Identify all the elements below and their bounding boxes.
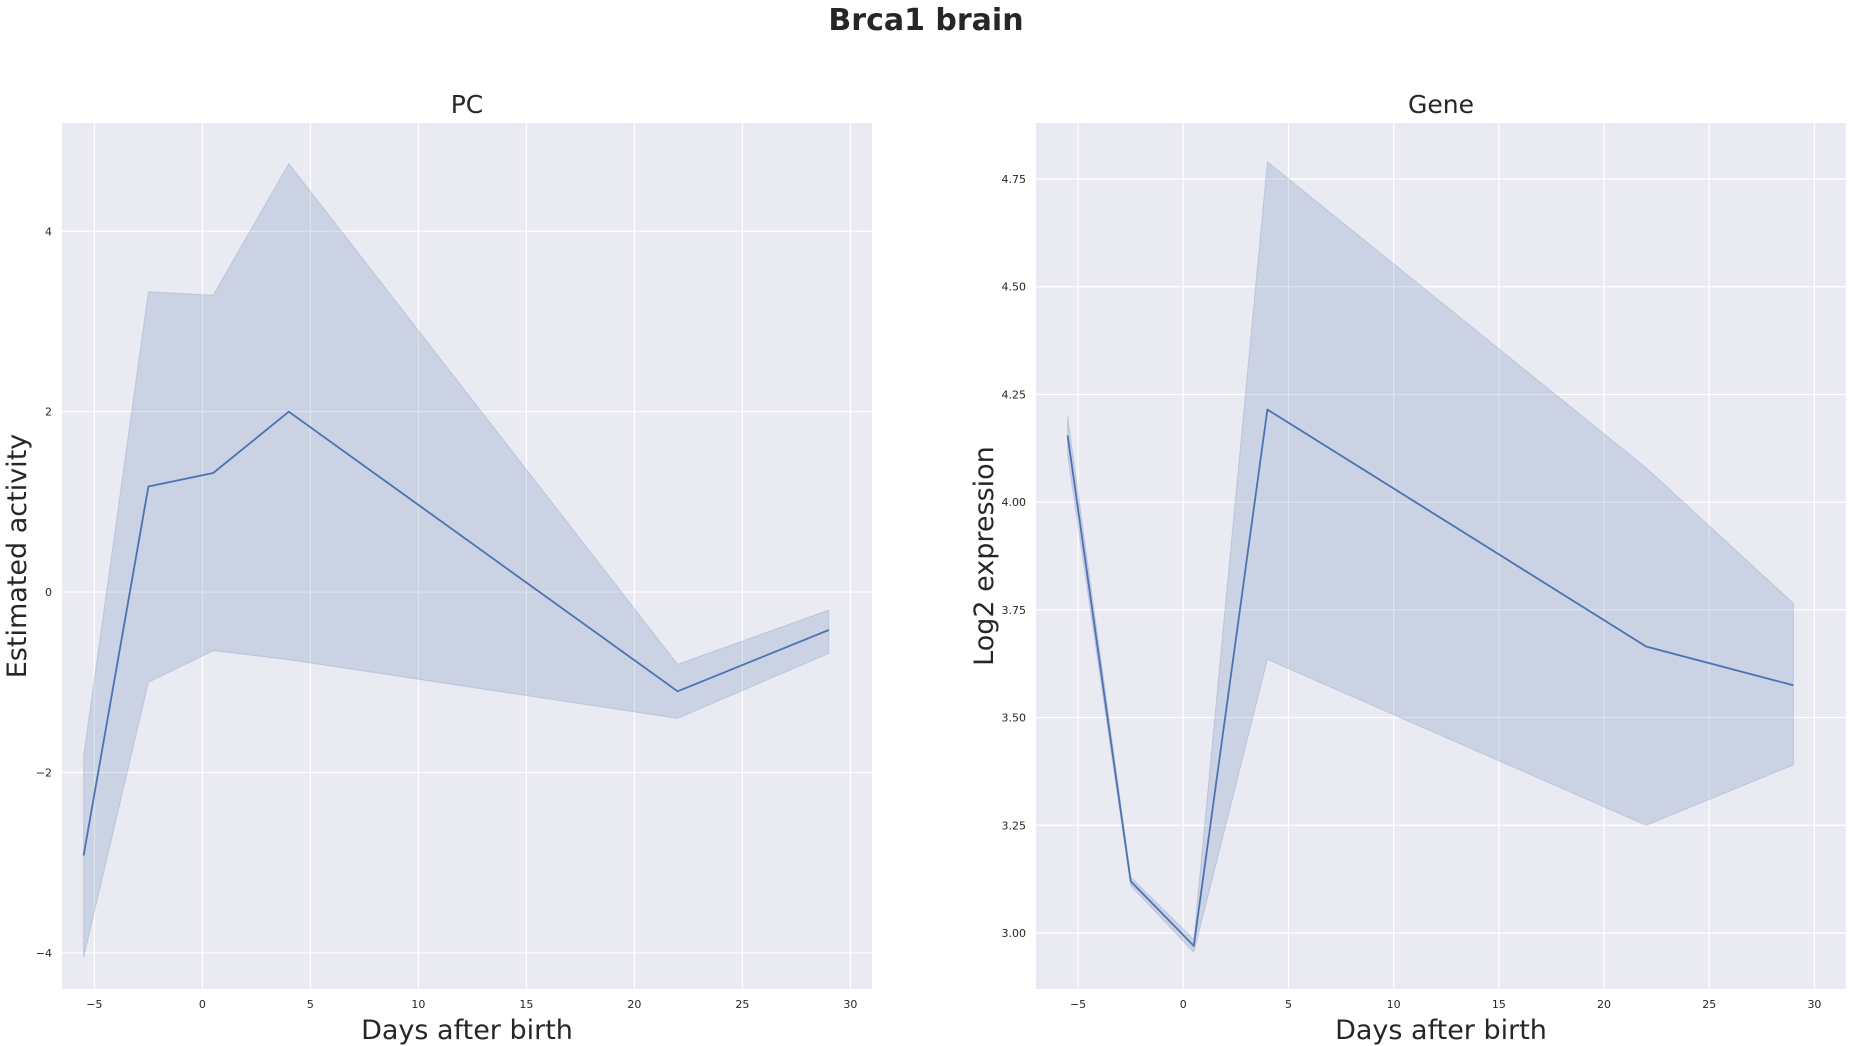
pc-y-tick-label: 4: [45, 225, 52, 238]
pc-x-tick-label: 25: [735, 998, 749, 1011]
pc-x-tick-label: −5: [86, 998, 102, 1011]
gene-x-tick-label: −5: [1070, 998, 1086, 1011]
gene-y-tick-label: 4.75: [1002, 173, 1027, 186]
gene-x-tick-label: 5: [1285, 998, 1292, 1011]
pc-y-tick-label: −4: [36, 947, 52, 960]
pc-x-tick-label: 20: [627, 998, 641, 1011]
gene-y-tick-label: 3.00: [1002, 927, 1027, 940]
gene-y-tick-label: 4.50: [1002, 281, 1027, 294]
pc-y-axis-label: Estimated activity: [2, 434, 33, 679]
gene-x-tick-label: 10: [1387, 998, 1401, 1011]
pc-y-tick-label: 0: [45, 586, 52, 599]
pc-x-tick-label: 10: [411, 998, 425, 1011]
gene-panel: −5 0 5 10 15 20 25 30 3.00 3.25 3.50 3.75 4.00 4.25 4.…: [969, 90, 1846, 1046]
gene-x-tick-label: 25: [1702, 998, 1716, 1011]
gene-plot-area: [1036, 123, 1846, 989]
gene-title: Gene: [1408, 90, 1474, 119]
pc-confidence-band: [83, 162, 830, 958]
pc-x-axis-label: Days after birth: [361, 1015, 573, 1046]
gene-y-tick-label: 4.25: [1002, 388, 1027, 401]
gene-x-tick-label: 0: [1180, 998, 1187, 1011]
pc-plot-area: [62, 123, 872, 989]
gene-y-tick-label: 3.25: [1002, 819, 1027, 832]
pc-x-tick-label: 0: [199, 998, 206, 1011]
gene-y-tick-label: 4.00: [1002, 496, 1027, 509]
gene-y-tick-label: 3.50: [1002, 712, 1027, 725]
pc-x-tick-label: 5: [307, 998, 314, 1011]
pc-x-tick-label: 30: [843, 998, 857, 1011]
pc-y-tick-label: −2: [36, 767, 52, 780]
pc-title: PC: [451, 90, 484, 119]
pc-x-tick-label: 15: [519, 998, 533, 1011]
gene-x-tick-label: 20: [1597, 998, 1611, 1011]
pc-series-line: [82, 410, 830, 856]
gene-y-axis-label: Log2 expression: [969, 446, 1000, 666]
gene-series-line: [1066, 408, 1794, 947]
gene-x-tick-label: 15: [1492, 998, 1506, 1011]
pc-y-tick-label: 2: [45, 406, 52, 419]
gene-y-tick-label: 3.75: [1002, 604, 1027, 617]
figure-title: Brca1 brain: [828, 3, 1023, 38]
pc-panel: −5 0 5 10 15 20 25 30 −4 −2 0 2 4 PC Days after birth E…: [2, 90, 872, 1046]
gene-x-tick-label: 30: [1807, 998, 1821, 1011]
gene-x-axis-label: Days after birth: [1335, 1015, 1547, 1046]
